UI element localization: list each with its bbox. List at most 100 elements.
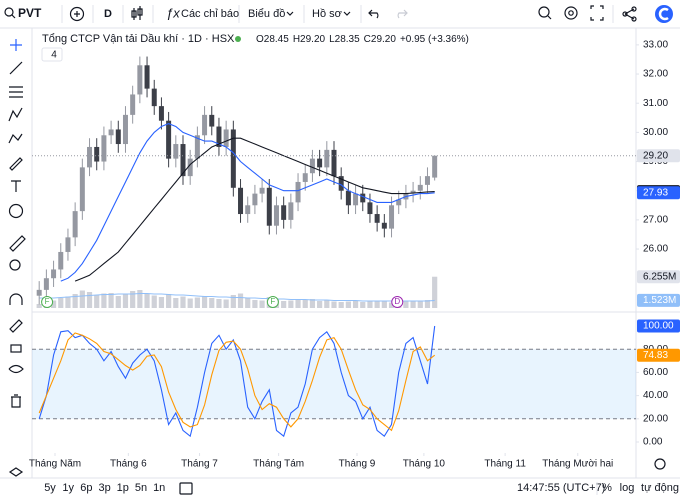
range-button[interactable]: 5y: [44, 482, 56, 494]
app-logo[interactable]: [655, 5, 673, 23]
candle-body: [87, 146, 93, 168]
projection-tool[interactable]: [8, 133, 23, 144]
volume-bar: [374, 300, 380, 308]
candle-body: [338, 176, 344, 191]
legend-key: L: [329, 34, 335, 45]
crosshair-tool[interactable]: [10, 39, 22, 51]
band-fill: [32, 349, 636, 419]
candle-body: [130, 94, 136, 115]
candle-body: [94, 146, 100, 162]
range-button[interactable]: 1p: [117, 482, 129, 494]
event-label: D: [394, 297, 400, 306]
candle-body: [202, 114, 208, 136]
candle-body: [36, 289, 42, 296]
brush-tool[interactable]: [9, 157, 23, 171]
candle-body: [273, 205, 279, 226]
trash-tool[interactable]: [11, 394, 21, 408]
y-tick-label: 0.00: [643, 437, 663, 448]
emoji-tool[interactable]: [8, 203, 24, 219]
volume-bar: [144, 293, 150, 308]
volume-bar: [302, 299, 308, 308]
alert-search-button[interactable]: [538, 6, 550, 18]
candle-body: [288, 202, 294, 220]
volume-bar: [252, 300, 258, 308]
x-tick-label: Tháng 9: [339, 459, 376, 470]
log-toggle[interactable]: log: [620, 482, 635, 494]
y-tick-label: 27.00: [643, 215, 668, 226]
chart-style-button[interactable]: [131, 6, 143, 20]
symbol[interactable]: PVT: [18, 6, 42, 20]
candle-body: [187, 158, 193, 177]
goto-date-button[interactable]: [179, 482, 193, 495]
volume-bar: [65, 296, 71, 308]
x-tick-label: Tháng 10: [403, 459, 446, 470]
trendline-tool[interactable]: [9, 61, 23, 75]
candle-body: [223, 129, 229, 147]
pattern-tool[interactable]: [8, 107, 23, 122]
magnet-tool[interactable]: [9, 293, 23, 305]
y-tick-label: 60.00: [643, 367, 668, 378]
chevron: [343, 11, 351, 16]
legend-key: C: [364, 34, 371, 45]
clock: 14:47:55 (UTC+7): [517, 482, 605, 494]
range-button[interactable]: 5n: [135, 482, 147, 494]
percent-toggle[interactable]: %: [602, 482, 612, 494]
search-icon-handle: [11, 14, 16, 19]
candle-body: [432, 155, 438, 178]
legend-key: H: [293, 34, 300, 45]
volume-bar: [352, 301, 359, 308]
fullscreen-button[interactable]: [590, 5, 604, 21]
volume-bar: [201, 296, 208, 308]
measure-tool[interactable]: [9, 235, 26, 252]
redo-button[interactable]: [397, 9, 408, 19]
candle-body: [345, 190, 351, 206]
y-tick-label: 33.00: [643, 40, 668, 51]
indicator-badge[interactable]: [41, 47, 63, 62]
candle-body: [180, 144, 186, 177]
price-label: [637, 270, 680, 284]
fib-tool[interactable]: [9, 86, 23, 98]
interval[interactable]: D: [104, 8, 112, 20]
volume-bar: [237, 293, 244, 308]
object-tree-button[interactable]: [8, 467, 24, 477]
candle-body: [144, 65, 150, 89]
market-status: [235, 36, 241, 42]
auto-toggle[interactable]: tự động: [641, 482, 679, 494]
lock-drawing-tool[interactable]: [9, 319, 23, 333]
undo-button[interactable]: [368, 9, 379, 19]
profile-button[interactable]: Hồ sơ: [312, 8, 342, 20]
lock-tool[interactable]: [10, 344, 22, 353]
x-tick-label: Tháng 11: [484, 459, 526, 470]
range-button[interactable]: 1n: [153, 482, 165, 494]
candle-body: [324, 149, 330, 168]
volume-bar: [86, 292, 93, 308]
zoom-tool[interactable]: [9, 259, 21, 271]
y-tick-label: 20.00: [643, 413, 668, 424]
volume-bar: [367, 301, 373, 308]
candle-body: [389, 205, 395, 229]
compare-button[interactable]: [69, 6, 85, 22]
app-logo-mark: [658, 7, 669, 21]
volume-bar: [122, 294, 129, 308]
visibility-tool[interactable]: [8, 364, 24, 374]
chart-type-button[interactable]: Biểu đồ: [248, 8, 285, 20]
indicators-button[interactable]: Các chỉ báo: [181, 8, 239, 20]
moving-average-line: [74, 137, 435, 282]
legend-title: Tổng CTCP Vận tải Dầu khí · 1D · HSX: [42, 33, 235, 45]
search-icon[interactable]: [4, 7, 14, 17]
volume-bar: [245, 298, 251, 308]
range-button[interactable]: 3p: [98, 482, 110, 494]
candle-body: [252, 193, 258, 206]
legend-change: +0.95 (+3.36%): [400, 34, 469, 45]
volume-bar: [158, 297, 165, 308]
candle-body: [43, 278, 49, 290]
range-button[interactable]: 1y: [62, 482, 74, 494]
settings-button[interactable]: [564, 6, 578, 20]
candle-body: [295, 181, 301, 203]
candle-body: [309, 158, 315, 174]
range-button[interactable]: 6p: [80, 482, 92, 494]
candle-body: [122, 114, 128, 145]
axis-settings-button[interactable]: [654, 458, 666, 470]
y-tick-label: 26.00: [643, 244, 668, 255]
text-tool[interactable]: [11, 180, 21, 192]
